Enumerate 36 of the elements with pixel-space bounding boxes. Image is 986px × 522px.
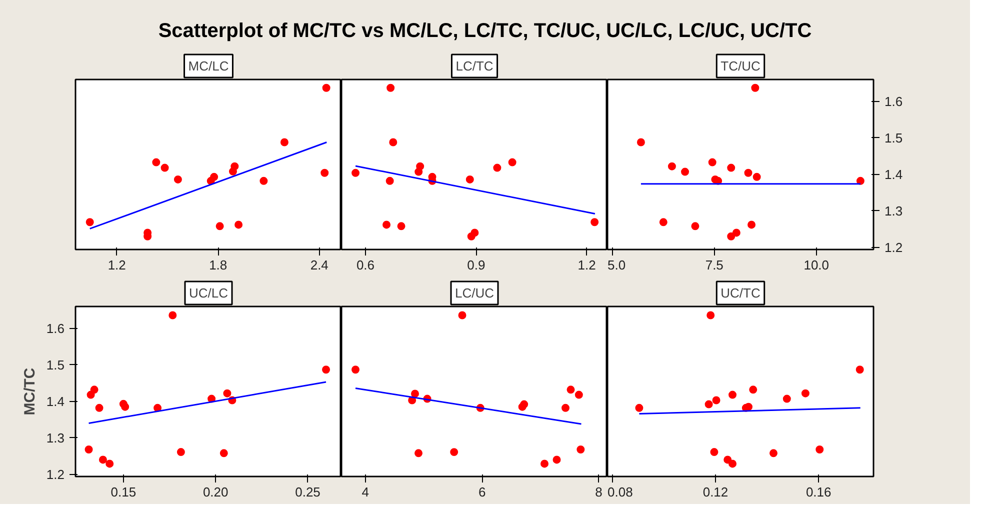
y-tick-label: 1.2 xyxy=(46,466,65,482)
x-tick-label: 0.16 xyxy=(806,484,832,500)
x-tick-label: 0.6 xyxy=(356,258,375,272)
y-axis-title: MC/TC xyxy=(21,368,38,416)
x-tick-label: 8 xyxy=(595,484,602,500)
chart-subtitle: LC/TC xyxy=(456,58,494,74)
y-tick-label: 1.4 xyxy=(46,394,65,409)
text: Scatterplot of MC/TC vs MC/LC, LC/TC, TC/UC, UC/LC, LC/UC, UC/TC xyxy=(158,19,812,44)
x-tick-label: 1.2 xyxy=(108,258,126,272)
x-tick-label: 4 xyxy=(362,484,370,500)
chart-subtitle: UC/TC xyxy=(720,286,760,300)
chart-subtitle: MC/LC xyxy=(188,58,229,74)
chart-subtitle: UC/LC xyxy=(188,286,228,300)
x-tick-label: 0.25 xyxy=(295,484,320,500)
y-tick-label: 1.5 xyxy=(46,357,65,372)
x-tick-label: 0.9 xyxy=(467,258,486,272)
x-tick-label: 1.2 xyxy=(578,258,596,272)
x-tick-label: 0.15 xyxy=(110,484,136,500)
y-tick-label: 1.6 xyxy=(884,94,903,109)
chart-subtitle: LC/UC xyxy=(454,286,494,300)
x-tick-label: 0.20 xyxy=(202,484,228,500)
x-tick-label: 1.8 xyxy=(209,258,228,272)
x-tick-label: 7.5 xyxy=(705,258,724,272)
x-tick-label: 2.4 xyxy=(310,258,328,272)
x-tick-label: 0.08 xyxy=(608,484,633,500)
y-tick-label: 1.6 xyxy=(46,320,65,336)
y-tick-label: 1.4 xyxy=(884,166,903,182)
y-tick-label: 1.3 xyxy=(46,430,65,446)
x-tick-label: 10.0 xyxy=(804,258,830,272)
chart-subtitle: TC/UC xyxy=(720,58,760,74)
y-tick-label: 1.5 xyxy=(884,130,903,146)
y-tick-label: 1.2 xyxy=(884,240,903,255)
x-tick-label: 5.0 xyxy=(608,258,626,272)
x-tick-label: 0.12 xyxy=(702,484,728,500)
x-tick-label: 6 xyxy=(478,484,486,500)
y-tick-label: 1.3 xyxy=(884,203,903,218)
